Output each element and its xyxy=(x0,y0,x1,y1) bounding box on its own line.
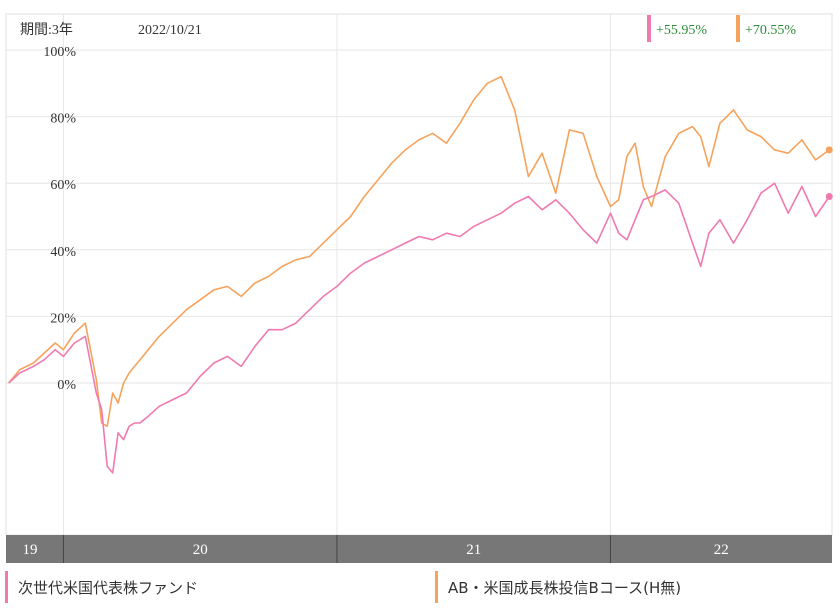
y-tick-label: 100% xyxy=(43,45,76,60)
x-axis-band xyxy=(6,535,832,563)
series-line xyxy=(8,75,830,428)
legend-swatch xyxy=(435,571,438,603)
x-year-label: 20 xyxy=(193,542,208,558)
plot-background xyxy=(5,13,833,536)
y-axis: 100% 80% 60% 40% 20% 0% xyxy=(43,45,76,393)
y-tick-label: 80% xyxy=(50,112,76,127)
x-year-label: 22 xyxy=(714,542,729,558)
date-label: 2022/10/21 xyxy=(138,23,202,38)
period-label: 期間:3年 xyxy=(20,22,73,38)
y-tick-label: 60% xyxy=(50,178,76,193)
return-value: +55.95% xyxy=(656,23,707,38)
y-tick-label: 0% xyxy=(57,378,76,393)
legend-label: AB・米国成長株投信Bコース(H無) xyxy=(448,578,682,597)
x-year-label: 21 xyxy=(466,542,481,558)
series-end-marker xyxy=(825,146,833,154)
legend-item: AB・米国成長株投信Bコース(H無) xyxy=(435,571,681,603)
legend-item: 次世代米国代表株ファンド xyxy=(5,571,198,603)
series-line xyxy=(8,182,830,474)
legend-swatch xyxy=(5,571,8,603)
y-tick-label: 40% xyxy=(50,245,76,260)
x-axis: 19 20 21 22 xyxy=(23,535,729,563)
return-badge-marker xyxy=(647,15,651,42)
return-badge-marker xyxy=(736,15,740,42)
legend-label: 次世代米国代表株ファンド xyxy=(18,578,199,597)
series-group xyxy=(8,75,833,474)
y-tick-label: 20% xyxy=(50,311,76,326)
grid xyxy=(6,14,832,535)
return-value: +70.55% xyxy=(745,23,796,38)
series-end-marker xyxy=(825,193,833,201)
x-year-label: 19 xyxy=(23,542,38,558)
